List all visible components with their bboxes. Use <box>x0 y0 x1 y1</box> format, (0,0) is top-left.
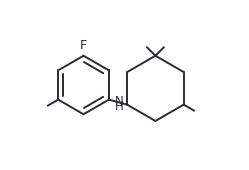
Text: H: H <box>115 100 124 113</box>
Text: N: N <box>115 95 124 108</box>
Text: F: F <box>80 39 87 52</box>
